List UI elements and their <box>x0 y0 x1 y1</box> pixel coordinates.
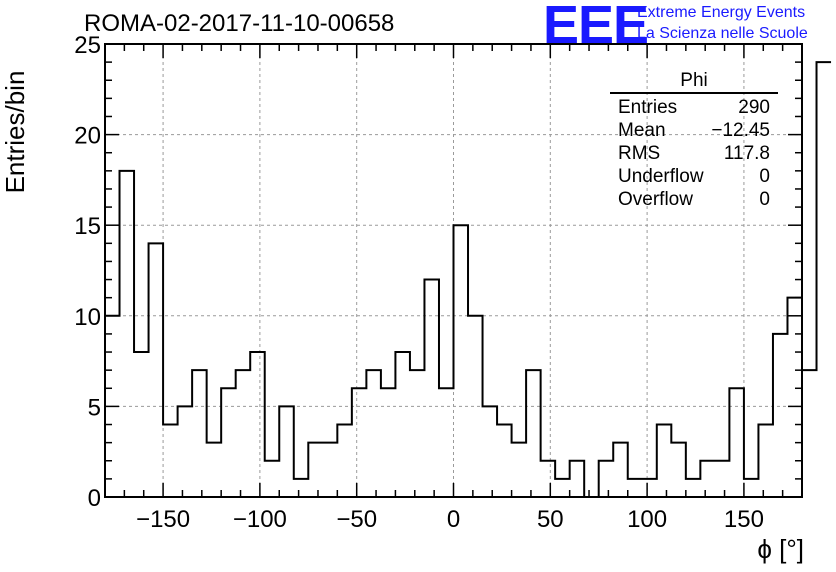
histogram-bin <box>628 479 643 497</box>
stats-row: Mean −12.45 <box>610 119 778 142</box>
histogram-bin <box>483 406 498 497</box>
histogram-outline <box>105 61 832 498</box>
histogram-bin <box>541 461 556 497</box>
histogram-bin <box>439 388 454 497</box>
histogram-bin <box>265 461 280 497</box>
histogram-bin <box>163 425 178 497</box>
histogram-bin <box>454 225 469 497</box>
stats-value: 117.8 <box>723 143 770 164</box>
histogram-bin <box>308 443 323 497</box>
y-tick-label: 10 <box>74 304 101 331</box>
histogram-bin <box>236 370 251 497</box>
histogram-bin <box>366 370 381 497</box>
histogram-bin <box>250 352 265 497</box>
histogram-bin <box>686 479 701 497</box>
histogram-bin <box>323 443 338 497</box>
histogram-bin <box>352 388 367 497</box>
histogram-bin <box>120 171 135 497</box>
histogram-bin <box>395 352 410 497</box>
stats-label: Mean <box>618 120 666 141</box>
x-tick-label: −100 <box>233 506 287 533</box>
histogram-bin <box>497 425 512 497</box>
histogram-bin <box>221 388 236 497</box>
histogram-bin <box>802 370 817 497</box>
histogram-bin <box>207 443 222 497</box>
stats-row: RMS 117.8 <box>610 142 778 165</box>
stats-value: −12.45 <box>711 120 770 141</box>
histogram-bin <box>671 443 686 497</box>
histogram-bin <box>526 370 541 497</box>
histogram-bin <box>773 334 788 497</box>
histogram-bin <box>410 370 425 497</box>
histogram-bin <box>787 298 802 497</box>
stats-label: Entries <box>618 97 678 118</box>
histogram-bin <box>817 62 832 497</box>
stats-row: Overflow 0 <box>610 188 778 211</box>
histogram-bin <box>512 443 527 497</box>
stats-title: Phi <box>610 70 778 94</box>
stats-value: 290 <box>738 97 770 118</box>
histogram-bin <box>337 425 352 497</box>
y-tick-label: 20 <box>74 123 101 150</box>
histogram-bin <box>134 352 149 497</box>
histogram-bin <box>192 370 207 497</box>
stats-label: Overflow <box>618 189 693 210</box>
logo-line-1: Extreme Energy Events <box>637 4 806 21</box>
histogram-bin <box>555 479 570 497</box>
x-tick-label: 50 <box>537 506 564 533</box>
histogram-bin <box>149 243 164 497</box>
histogram-bin <box>424 280 439 497</box>
logo-line-2: La Scienza nelle Scuole <box>637 25 808 42</box>
histogram-bin <box>700 461 715 497</box>
stats-value: 0 <box>759 166 770 187</box>
stats-label: Underflow <box>618 166 704 187</box>
x-tick-label: 100 <box>627 506 667 533</box>
histogram-bin <box>468 316 483 497</box>
plot-title: ROMA-02-2017-11-10-00658 <box>84 10 395 37</box>
histogram-bin <box>570 461 585 497</box>
histogram-bin <box>294 479 309 497</box>
histogram-bin <box>758 425 773 497</box>
stats-box: Phi Entries 290 Mean −12.45 RMS 117.8 Underflo… <box>610 70 778 211</box>
y-tick-label: 0 <box>88 485 101 512</box>
histogram-bin <box>613 443 628 497</box>
histogram-bin <box>178 406 193 497</box>
y-tick-label: 15 <box>74 213 101 240</box>
eee-logo: EEE <box>543 0 649 55</box>
histogram-bin <box>381 388 396 497</box>
stats-row: Entries 290 <box>610 96 778 119</box>
logo-caption: Extreme Energy Events La Scienza nelle S… <box>637 2 808 44</box>
histogram-bin <box>715 461 730 497</box>
x-tick-label: 150 <box>724 506 764 533</box>
stats-row: Underflow 0 <box>610 165 778 188</box>
histogram-bin <box>729 388 744 497</box>
histogram-bin <box>279 406 294 497</box>
histogram-bin <box>744 479 759 497</box>
histogram-bin <box>599 461 614 497</box>
x-tick-label: −150 <box>136 506 190 533</box>
x-axis-label: ϕ [°] <box>757 534 804 564</box>
histogram-bin <box>642 479 657 497</box>
x-tick-label: 0 <box>447 506 460 533</box>
stats-value: 0 <box>759 189 770 210</box>
y-tick-label: 25 <box>74 32 101 59</box>
y-tick-label: 5 <box>88 394 101 421</box>
histogram-bin <box>657 425 672 497</box>
stats-rows: Entries 290 Mean −12.45 RMS 117.8 Underflow 0 Ov… <box>610 96 778 211</box>
stats-label: RMS <box>618 143 661 164</box>
x-tick-label: −50 <box>336 506 377 533</box>
